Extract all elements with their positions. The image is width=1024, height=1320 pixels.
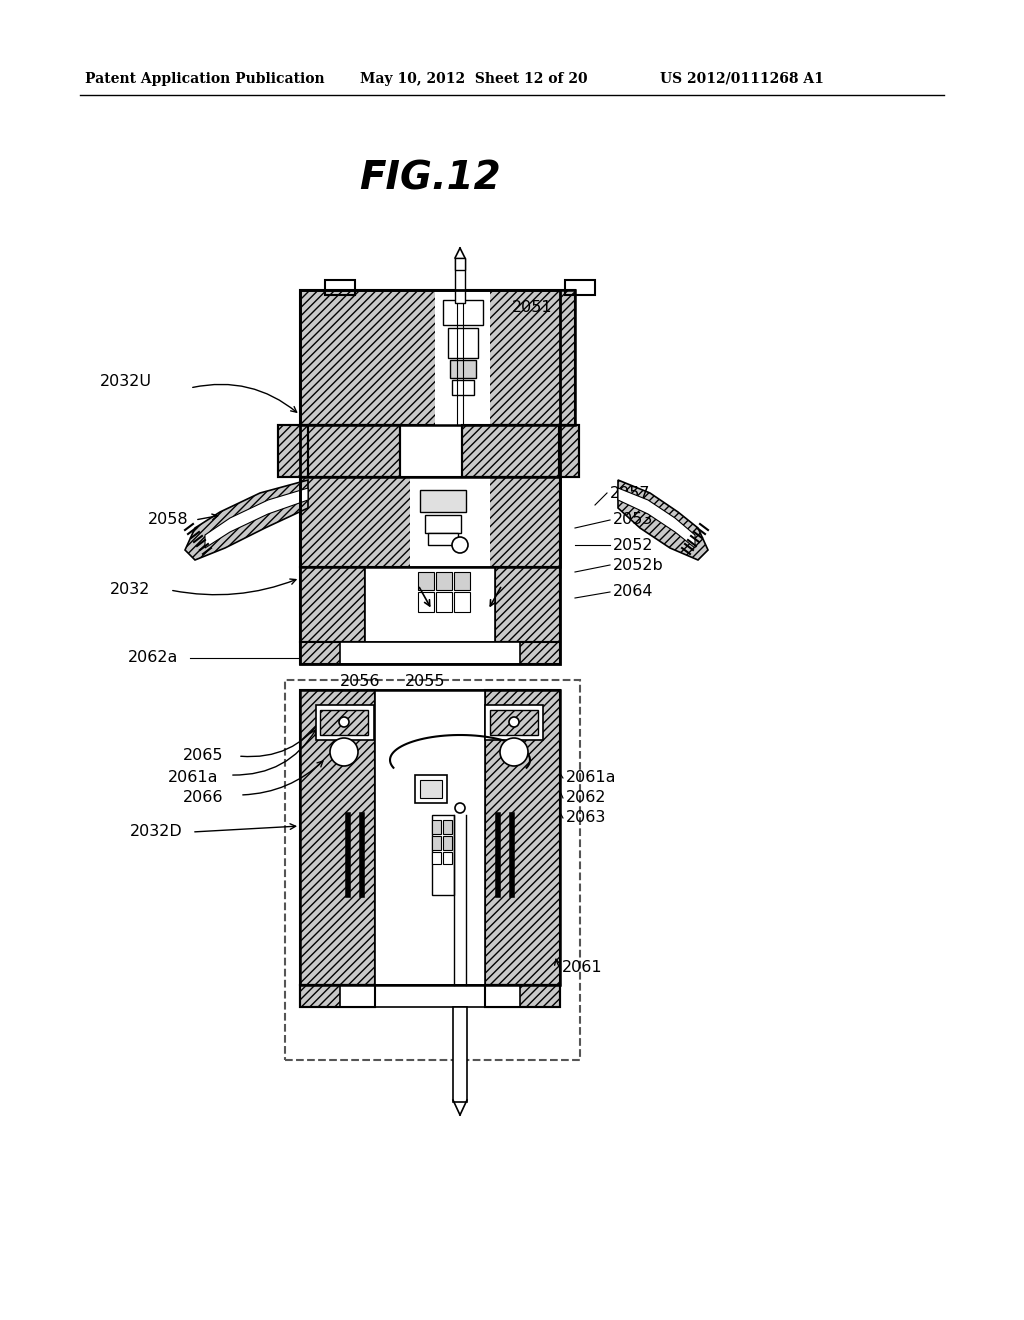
Bar xyxy=(432,836,441,850)
Bar xyxy=(449,327,478,358)
Bar xyxy=(443,300,483,325)
Bar xyxy=(365,568,495,642)
Bar xyxy=(485,985,560,1007)
Bar xyxy=(462,425,559,477)
Bar xyxy=(425,515,461,533)
Bar xyxy=(319,710,368,735)
Text: 2032D: 2032D xyxy=(130,825,182,840)
Text: 2055: 2055 xyxy=(406,675,445,689)
Text: 2058: 2058 xyxy=(148,512,188,528)
Bar xyxy=(300,985,375,1007)
Bar xyxy=(428,533,458,545)
Bar xyxy=(308,425,400,477)
Bar xyxy=(443,836,452,850)
Text: 2052a: 2052a xyxy=(355,652,406,668)
Text: 2056: 2056 xyxy=(340,675,381,689)
Text: Patent Application Publication: Patent Application Publication xyxy=(85,73,325,86)
Bar xyxy=(436,591,452,612)
Polygon shape xyxy=(618,488,695,548)
Text: 2054: 2054 xyxy=(395,630,435,644)
Circle shape xyxy=(455,803,465,813)
Circle shape xyxy=(500,738,528,766)
Circle shape xyxy=(452,537,468,553)
Circle shape xyxy=(330,738,358,766)
Bar xyxy=(300,290,575,425)
Text: 2063: 2063 xyxy=(566,810,606,825)
Polygon shape xyxy=(455,257,465,271)
Text: FIG.12: FIG.12 xyxy=(359,160,501,198)
Text: 2061a: 2061a xyxy=(168,771,218,785)
Bar xyxy=(432,820,441,834)
Text: 2061: 2061 xyxy=(562,961,603,975)
Bar xyxy=(450,360,476,378)
Bar xyxy=(565,280,595,294)
Bar xyxy=(452,380,474,395)
Bar xyxy=(316,705,374,741)
Polygon shape xyxy=(618,480,708,560)
Circle shape xyxy=(339,717,349,727)
Bar xyxy=(278,425,400,477)
Text: 2065: 2065 xyxy=(183,748,223,763)
Bar xyxy=(432,814,454,895)
Bar xyxy=(325,280,355,294)
Bar xyxy=(300,477,560,568)
Text: 2053: 2053 xyxy=(613,512,653,528)
Bar xyxy=(462,425,579,477)
Bar xyxy=(432,851,441,865)
Bar xyxy=(455,257,465,304)
Text: 2062: 2062 xyxy=(566,791,606,805)
Bar xyxy=(300,568,365,642)
Bar xyxy=(453,1007,467,1102)
Bar xyxy=(485,985,560,1007)
Bar xyxy=(340,642,520,664)
Bar xyxy=(300,477,560,568)
Bar xyxy=(300,690,560,985)
Text: 2032U: 2032U xyxy=(100,375,152,389)
Text: 2032: 2032 xyxy=(110,582,151,598)
Text: 2051: 2051 xyxy=(512,301,553,315)
Bar xyxy=(300,290,575,425)
Bar xyxy=(435,290,490,425)
Polygon shape xyxy=(205,488,308,548)
Bar xyxy=(443,820,452,834)
Bar xyxy=(340,985,520,1007)
Bar xyxy=(415,775,447,803)
Text: 2057: 2057 xyxy=(610,486,650,500)
Bar xyxy=(436,572,452,590)
Bar xyxy=(278,425,308,477)
Bar xyxy=(418,572,434,590)
Text: 2061a: 2061a xyxy=(566,771,616,785)
Text: May 10, 2012  Sheet 12 of 20: May 10, 2012 Sheet 12 of 20 xyxy=(360,73,588,86)
Text: 2066: 2066 xyxy=(183,791,223,805)
Bar xyxy=(495,642,560,664)
Bar xyxy=(300,690,375,985)
Text: 2052: 2052 xyxy=(613,537,653,553)
Bar xyxy=(495,568,560,642)
Bar xyxy=(300,290,560,664)
Text: 2062a: 2062a xyxy=(128,651,178,665)
Bar xyxy=(420,490,466,512)
Bar xyxy=(490,710,538,735)
Bar xyxy=(559,425,579,477)
Bar xyxy=(485,705,543,741)
Bar xyxy=(300,985,375,1007)
Text: 2052b: 2052b xyxy=(613,557,664,573)
Bar xyxy=(443,851,452,865)
Bar xyxy=(300,642,365,664)
Text: 2064: 2064 xyxy=(613,585,653,599)
Polygon shape xyxy=(185,480,308,560)
Bar xyxy=(454,591,470,612)
Text: US 2012/0111268 A1: US 2012/0111268 A1 xyxy=(660,73,824,86)
Bar xyxy=(285,680,580,1060)
Bar xyxy=(485,690,560,985)
Bar xyxy=(418,591,434,612)
Circle shape xyxy=(509,717,519,727)
Bar xyxy=(420,780,442,799)
Bar xyxy=(454,572,470,590)
Bar xyxy=(375,690,485,985)
Bar xyxy=(410,477,490,568)
